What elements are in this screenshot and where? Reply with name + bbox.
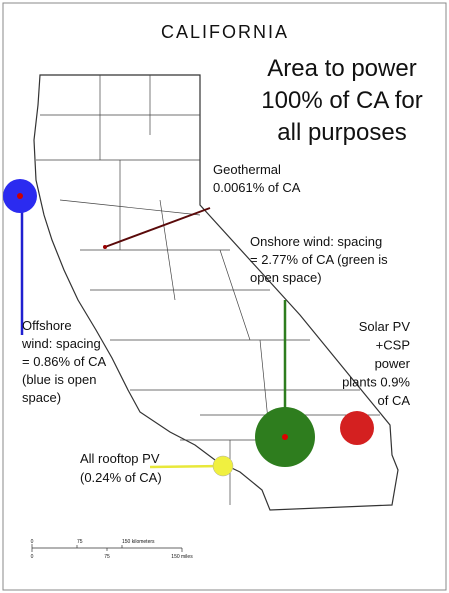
rooftop-circle xyxy=(212,455,234,477)
scale-label: 150 kilometers xyxy=(122,539,155,545)
annotation-line: open space) xyxy=(250,270,322,285)
offshore-dot xyxy=(17,193,23,199)
annotation-line: power xyxy=(375,356,411,371)
state-outline xyxy=(33,74,399,511)
heading-line: all purposes xyxy=(277,119,406,146)
annotation-line: Offshore xyxy=(22,318,72,333)
annotation-line: space) xyxy=(22,390,61,405)
annotation-line: = 2.77% of CA (green is xyxy=(250,252,388,267)
onshore-dot xyxy=(282,434,288,440)
scale-label: 150 miles xyxy=(171,554,193,560)
heading-line: Area to power xyxy=(267,55,416,82)
annotation-line: +CSP xyxy=(376,338,410,353)
annotation-line: Solar PV xyxy=(359,319,411,334)
annotation-line: Onshore wind: spacing xyxy=(250,234,382,249)
annotation-line: (blue is open xyxy=(22,372,96,387)
map-title: CALIFORNIA xyxy=(161,22,289,42)
annotation-line: = 0.86% of CA xyxy=(22,354,107,369)
scale-label: 0 xyxy=(31,539,34,545)
county-lines xyxy=(36,75,380,505)
scale-label: 75 xyxy=(77,539,83,545)
annotation-line: plants 0.9% xyxy=(342,375,410,390)
annotation-line: (0.24% of CA) xyxy=(80,470,162,485)
geothermal-dot xyxy=(103,245,107,249)
annotation-line: Geothermal xyxy=(213,162,281,177)
scale-bar xyxy=(31,544,183,552)
annotation-line: 0.0061% of CA xyxy=(213,180,301,195)
annotation-line: of CA xyxy=(377,393,410,408)
scale-label: 0 xyxy=(31,554,34,560)
scale-label: 75 xyxy=(104,554,110,560)
geothermal-leader xyxy=(104,207,211,248)
annotation-line: wind: spacing xyxy=(21,336,101,351)
rooftop-leader xyxy=(149,464,224,469)
solar-circle xyxy=(340,411,374,445)
heading-line: 100% of CA for xyxy=(261,87,422,114)
annotation-line: All rooftop PV xyxy=(80,451,160,466)
